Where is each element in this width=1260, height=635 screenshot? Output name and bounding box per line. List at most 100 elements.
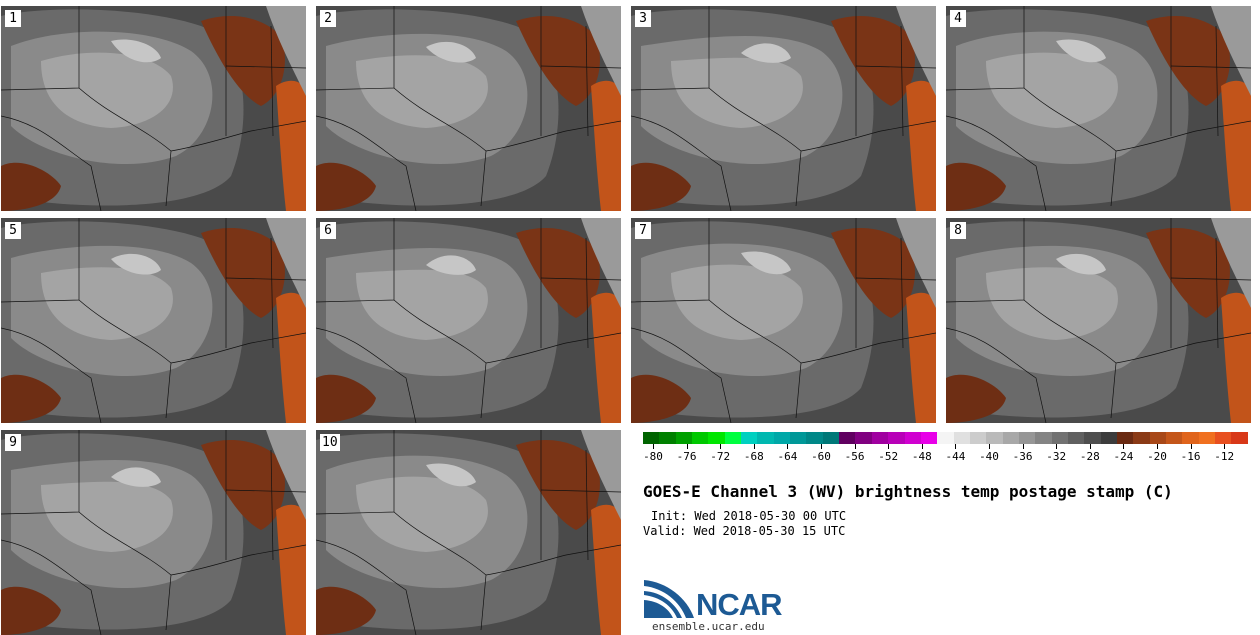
brightness-temp-map: [631, 6, 936, 211]
colorbar-swatch: [1116, 432, 1134, 444]
brightness-temp-map: [316, 6, 621, 211]
colorbar-swatch: [757, 432, 774, 444]
colorbar-swatch: [1067, 432, 1085, 444]
colorbar-tick-mark: [1224, 444, 1226, 449]
panel-label: 9: [5, 434, 21, 451]
colorbar-tick-label: -16: [1180, 450, 1201, 463]
colorbar-swatch: [1149, 432, 1166, 444]
colorbar-tick-label: -64: [777, 450, 798, 463]
colorbar-tick-mark: [1123, 444, 1125, 449]
brightness-temp-map: [946, 218, 1251, 423]
colorbar-tick-label: -20: [1147, 450, 1167, 463]
colorbar-swatch: [675, 432, 693, 444]
brightness-temp-map: [631, 218, 936, 423]
panel-label: 3: [635, 10, 651, 27]
panel-label: 5: [5, 222, 21, 239]
colorbar-tick-mark: [921, 444, 923, 449]
brightness-temp-map: [1, 430, 306, 635]
ensemble-member-panel: 2: [316, 6, 621, 211]
colorbar-swatch: [1198, 432, 1216, 444]
colorbar-swatch: [708, 432, 725, 444]
figure-title: GOES-E Channel 3 (WV) brightness temp po…: [643, 482, 1173, 501]
colorbar-tick-mark: [1190, 444, 1192, 449]
panel-label: 8: [950, 222, 966, 239]
colorbar-swatch: [1100, 432, 1117, 444]
colorbar-tick-mark: [1089, 444, 1091, 449]
colorbar-swatch: [871, 432, 889, 444]
colorbar-swatch: [724, 432, 742, 444]
panel-label: 2: [320, 10, 336, 27]
colorbar-tick-mark: [989, 444, 990, 449]
colorbar-swatch: [1051, 432, 1068, 444]
colorbar-swatch: [741, 432, 758, 444]
brightness-temp-map: [1, 218, 306, 423]
colorbar-tick-label: -40: [979, 450, 999, 463]
colorbar-tick-label: -48: [911, 450, 932, 463]
colorbar-tick-label: -44: [945, 450, 966, 463]
colorbar-swatch: [822, 432, 840, 444]
ensemble-member-panel: 9: [1, 430, 306, 635]
colorbar-tick-label: -72: [710, 450, 731, 463]
colorbar-tick-label: -60: [811, 450, 831, 463]
ensemble-member-panel: 1: [1, 6, 306, 211]
colorbar-tick-label: -80: [643, 450, 663, 463]
colorbar-swatch: [659, 432, 676, 444]
colorbar-swatch: [1166, 432, 1183, 444]
colorbar-swatch: [953, 432, 970, 444]
colorbar-tick-mark: [787, 444, 789, 449]
colorbar-swatch: [920, 432, 938, 444]
colorbar: [643, 432, 1248, 444]
colorbar-swatch: [1018, 432, 1036, 444]
valid-time: Valid: Wed 2018-05-30 15 UTC: [643, 524, 846, 538]
colorbar-swatch: [1215, 432, 1232, 444]
ncar-logo-icon: [644, 580, 694, 618]
ensemble-member-panel: 3: [631, 6, 936, 211]
colorbar-swatch: [806, 432, 823, 444]
ensemble-member-panel: 8: [946, 218, 1251, 423]
colorbar-tick-label: -52: [878, 450, 899, 463]
brightness-temp-map: [316, 430, 621, 635]
colorbar-swatch: [986, 432, 1003, 444]
ensemble-member-panel: 10: [316, 430, 621, 635]
colorbar-tick-label: -12: [1214, 450, 1235, 463]
colorbar-tick-mark: [888, 444, 890, 449]
colorbar-swatch: [839, 432, 856, 444]
colorbar-swatch: [773, 432, 791, 444]
colorbar-tick-mark: [1056, 444, 1058, 449]
site-url: ensemble.ucar.edu: [652, 620, 765, 633]
panel-label: 7: [635, 222, 651, 239]
colorbar-tick-mark: [854, 444, 856, 449]
colorbar-tick-label: -76: [676, 450, 697, 463]
colorbar-swatch: [1035, 432, 1052, 444]
colorbar-swatch: [1231, 432, 1248, 444]
brightness-temp-map: [946, 6, 1251, 211]
colorbar-swatch: [969, 432, 987, 444]
colorbar-tick-mark: [955, 444, 957, 449]
panel-label: 4: [950, 10, 966, 27]
colorbar-tick-label: -68: [743, 450, 764, 463]
colorbar-tick-mark: [1022, 444, 1024, 449]
panel-label: 6: [320, 222, 336, 239]
colorbar-swatch: [1002, 432, 1019, 444]
colorbar-tick-label: -36: [1012, 450, 1033, 463]
colorbar-tick-label: -56: [844, 450, 865, 463]
colorbar-swatch: [904, 432, 921, 444]
colorbar-tick-label: -28: [1079, 450, 1100, 463]
ncar-logo-text: NCAR: [696, 587, 783, 622]
colorbar-tick-mark: [720, 444, 722, 449]
init-time: Init: Wed 2018-05-30 00 UTC: [651, 509, 847, 523]
panel-label: 1: [5, 10, 21, 27]
ensemble-member-panel: 4: [946, 6, 1251, 211]
ensemble-member-panel: 6: [316, 218, 621, 423]
colorbar-tick-label: -24: [1113, 450, 1134, 463]
colorbar-tick-mark: [686, 444, 688, 449]
colorbar-swatch: [1182, 432, 1199, 444]
colorbar-tick-mark: [753, 444, 755, 449]
brightness-temp-map: [316, 218, 621, 423]
colorbar-swatch: [643, 432, 660, 444]
panel-label: 10: [320, 434, 340, 451]
colorbar-swatch: [1133, 432, 1150, 444]
colorbar-swatch: [937, 432, 954, 444]
ensemble-member-panel: 7: [631, 218, 936, 423]
colorbar-ticks: -80 -76 -72 -68 -64 -60 -56 -52 -48 -44 -40 -36 -32-…: [643, 450, 1248, 464]
